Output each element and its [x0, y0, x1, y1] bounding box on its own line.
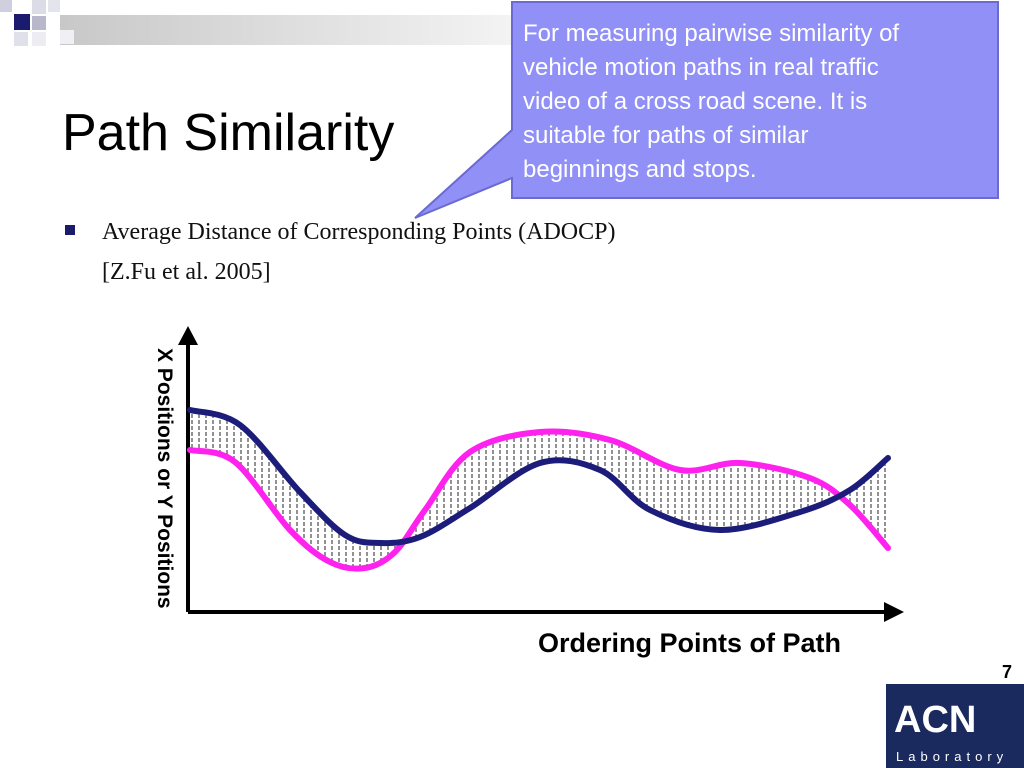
y-axis-label: X Positions or Y Positions	[153, 348, 176, 609]
callout-line: suitable for paths of similar	[523, 122, 808, 149]
callout-line: For measuring pairwise similarity of	[523, 20, 899, 47]
bullet-marker	[65, 225, 75, 235]
path-curve-a	[187, 407, 891, 547]
path-curve-b	[187, 428, 891, 572]
logo-title: ACN	[894, 699, 976, 741]
figure: X Positions or Y Positions Ordering Poin…	[153, 326, 904, 658]
callout-line: vehicle motion paths in real traffic	[523, 54, 879, 81]
slide-title: Path Similarity	[62, 104, 394, 162]
bullet-line: Average Distance of Corresponding Points…	[102, 219, 615, 245]
logo: ACN Laboratory	[886, 684, 1024, 768]
callout: For measuring pairwise similarity of vehi…	[414, 1, 999, 219]
page-number: 7	[1002, 662, 1012, 682]
x-axis-arrow	[884, 602, 904, 622]
y-axis-arrow	[178, 326, 198, 345]
logo-subtitle: Laboratory	[896, 749, 1008, 764]
corner-decoration	[0, 0, 520, 46]
callout-line: beginnings and stops.	[523, 156, 757, 183]
bullet-line: [Z.Fu et al. 2005]	[102, 259, 271, 285]
x-axis-label: Ordering Points of Path	[538, 628, 841, 658]
callout-line: video of a cross road scene. It is	[523, 88, 867, 115]
